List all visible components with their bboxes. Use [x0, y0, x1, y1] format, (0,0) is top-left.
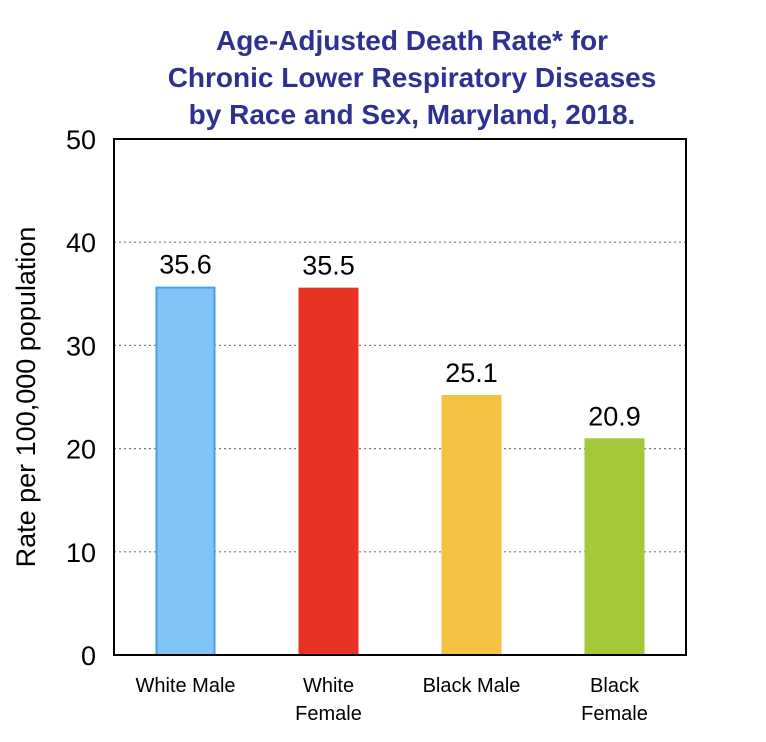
bar: [298, 287, 359, 656]
y-tick-label: 0: [81, 641, 96, 671]
x-tick-label: Black: [590, 675, 640, 697]
x-axis-ticks: White Male White Female Black Male Black Fema…: [135, 675, 647, 725]
data-label: 35.5: [302, 251, 355, 281]
data-label: 35.6: [159, 250, 212, 280]
y-tick-label: 10: [66, 538, 96, 568]
data-label: 20.9: [588, 401, 641, 431]
plot-area: [113, 138, 687, 656]
x-tick-label: White Male: [135, 675, 235, 697]
y-tick-label: 30: [66, 331, 96, 361]
y-tick-label: 50: [66, 125, 96, 155]
y-axis-label: Rate per 100,000 population: [11, 227, 41, 568]
chart-title: Age-Adjusted Death Rate* for Chronic Lowe…: [168, 25, 657, 130]
data-labels: 35.6 35.5 25.1 20.9: [159, 250, 641, 432]
chart-title-line: Age-Adjusted Death Rate* for: [216, 25, 608, 56]
chart-title-line: by Race and Sex, Maryland, 2018.: [189, 99, 636, 130]
y-tick-label: 20: [66, 435, 96, 465]
x-tick-label: Female: [295, 703, 362, 725]
chart-title-line: Chronic Lower Respiratory Diseases: [168, 62, 657, 93]
x-tick-label: Female: [581, 703, 648, 725]
x-tick-label: White: [303, 675, 354, 697]
bars: [155, 286, 645, 657]
bar: [441, 394, 502, 656]
y-axis-ticks: 0 10 20 30 40 50: [66, 125, 96, 671]
data-label: 25.1: [445, 358, 498, 388]
y-tick-label: 40: [66, 228, 96, 258]
x-tick-label: Black Male: [423, 675, 521, 697]
bar: [584, 438, 645, 657]
bar: [155, 286, 216, 656]
